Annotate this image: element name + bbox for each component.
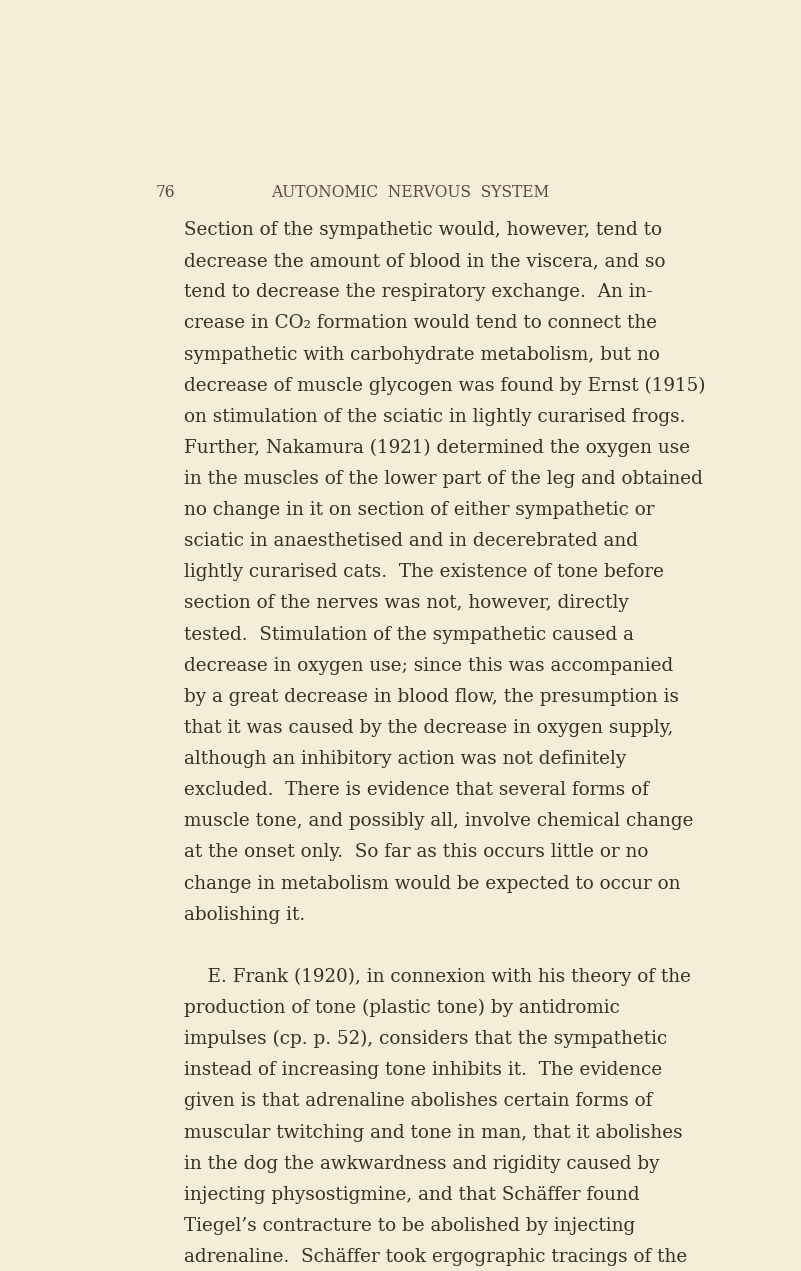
- Text: although an inhibitory action was not definitely: although an inhibitory action was not de…: [184, 750, 626, 768]
- Text: no change in it on section of either sympathetic or: no change in it on section of either sym…: [184, 501, 654, 519]
- Text: excluded.  There is evidence that several forms of: excluded. There is evidence that several…: [184, 782, 649, 799]
- Text: in the muscles of the lower part of the leg and obtained: in the muscles of the lower part of the …: [184, 470, 702, 488]
- Text: 76: 76: [156, 184, 175, 201]
- Text: tend to decrease the respiratory exchange.  An in-: tend to decrease the respiratory exchang…: [184, 283, 653, 301]
- Text: at the onset only.  So far as this occurs little or no: at the onset only. So far as this occurs…: [184, 844, 648, 862]
- Text: impulses (cp. p. 52), considers that the sympathetic: impulses (cp. p. 52), considers that the…: [184, 1031, 667, 1049]
- Text: by a great decrease in blood flow, the presumption is: by a great decrease in blood flow, the p…: [184, 688, 679, 705]
- Text: AUTONOMIC  NERVOUS  SYSTEM: AUTONOMIC NERVOUS SYSTEM: [272, 184, 549, 201]
- Text: E. Frank (1920), in connexion with his theory of the: E. Frank (1920), in connexion with his t…: [184, 969, 691, 986]
- Text: instead of increasing tone inhibits it.  The evidence: instead of increasing tone inhibits it. …: [184, 1061, 662, 1079]
- Text: decrease in oxygen use; since this was accompanied: decrease in oxygen use; since this was a…: [184, 657, 673, 675]
- Text: decrease of muscle glycogen was found by Ernst (1915): decrease of muscle glycogen was found by…: [184, 376, 706, 395]
- Text: in the dog the awkwardness and rigidity caused by: in the dog the awkwardness and rigidity …: [184, 1154, 659, 1173]
- Text: abolishing it.: abolishing it.: [184, 906, 305, 924]
- Text: on stimulation of the sciatic in lightly curarised frogs.: on stimulation of the sciatic in lightly…: [184, 408, 686, 426]
- Text: decrease the amount of blood in the viscera, and so: decrease the amount of blood in the visc…: [184, 252, 666, 271]
- Text: that it was caused by the decrease in oxygen supply,: that it was caused by the decrease in ox…: [184, 719, 674, 737]
- Text: adrenaline.  Schäffer took ergographic tracings of the: adrenaline. Schäffer took ergographic tr…: [184, 1248, 687, 1266]
- Text: tested.  Stimulation of the sympathetic caused a: tested. Stimulation of the sympathetic c…: [184, 625, 634, 643]
- Text: given is that adrenaline abolishes certain forms of: given is that adrenaline abolishes certa…: [184, 1093, 652, 1111]
- Text: sciatic in anaesthetised and in decerebrated and: sciatic in anaesthetised and in decerebr…: [184, 533, 638, 550]
- Text: Section of the sympathetic would, however, tend to: Section of the sympathetic would, howeve…: [184, 221, 662, 239]
- Text: lightly curarised cats.  The existence of tone before: lightly curarised cats. The existence of…: [184, 563, 664, 581]
- Text: Further, Nakamura (1921) determined the oxygen use: Further, Nakamura (1921) determined the …: [184, 438, 690, 458]
- Text: change in metabolism would be expected to occur on: change in metabolism would be expected t…: [184, 874, 680, 892]
- Text: sympathetic with carbohydrate metabolism, but no: sympathetic with carbohydrate metabolism…: [184, 346, 660, 364]
- Text: injecting physostigmine, and that Schäffer found: injecting physostigmine, and that Schäff…: [184, 1186, 639, 1204]
- Text: muscular twitching and tone in man, that it abolishes: muscular twitching and tone in man, that…: [184, 1124, 682, 1141]
- Text: Tiegel’s contracture to be abolished by injecting: Tiegel’s contracture to be abolished by …: [184, 1216, 635, 1235]
- Text: muscle tone, and possibly all, involve chemical change: muscle tone, and possibly all, involve c…: [184, 812, 694, 830]
- Text: crease in CO₂ formation would tend to connect the: crease in CO₂ formation would tend to co…: [184, 314, 657, 333]
- Text: section of the nerves was not, however, directly: section of the nerves was not, however, …: [184, 595, 629, 613]
- Text: production of tone (plastic tone) by antidromic: production of tone (plastic tone) by ant…: [184, 999, 620, 1017]
